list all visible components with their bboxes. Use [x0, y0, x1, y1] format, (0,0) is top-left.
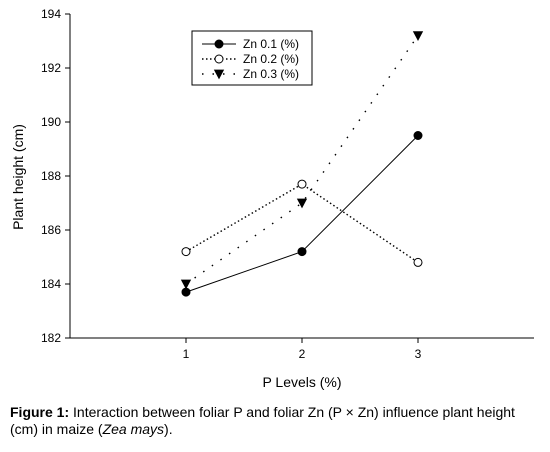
series-3-point: [296, 198, 308, 209]
series-2: [181, 179, 423, 267]
ticks: 182 184 186 188 190 192 194 1 2 3: [41, 7, 422, 361]
series-1-point: [413, 131, 423, 140]
y-tick-label: 192: [41, 61, 61, 75]
legend-label-1: Zn 0.1 (%): [243, 37, 299, 51]
legend-label-3: Zn 0.3 (%): [243, 67, 299, 81]
legend-marker-3: [213, 69, 225, 80]
y-tick-label: 182: [41, 331, 61, 345]
series-2-line: [185, 183, 419, 263]
caption-label: Figure 1:: [10, 404, 70, 420]
series-3: [180, 31, 424, 290]
y-tick-label: 184: [41, 277, 61, 291]
series-1-point: [297, 247, 307, 257]
caption-text-after: ).: [164, 421, 173, 437]
x-tick-label: 3: [415, 347, 422, 361]
y-tick-label: 186: [41, 223, 61, 237]
series-1: [181, 131, 423, 297]
series-2-point: [181, 247, 191, 257]
legend-box: [191, 30, 313, 86]
y-tick-label: 190: [41, 115, 61, 129]
y-tick-label: 194: [41, 7, 61, 21]
x-axis-title: P Levels (%): [262, 374, 341, 390]
x-tick-label: 1: [183, 347, 190, 361]
legend: Zn 0.1 (%)Zn 0.2 (%)Zn 0.3 (%): [191, 30, 313, 86]
series-3-point: [412, 31, 424, 41]
legend-marker-1: [214, 39, 224, 49]
series-layer: [180, 31, 424, 297]
y-tick-label: 188: [41, 169, 61, 183]
caption-text-before: Interaction between foliar P and foliar …: [10, 404, 515, 437]
figure-caption: Figure 1: Interaction between foliar P a…: [10, 404, 540, 438]
legend-marker-2: [214, 54, 224, 64]
legend-label-2: Zn 0.2 (%): [243, 52, 299, 66]
caption-species: Zea mays: [102, 421, 165, 437]
y-axis-title: Plant height (cm): [10, 124, 26, 230]
x-tick-label: 2: [299, 347, 306, 361]
series-3-point: [180, 279, 192, 290]
series-2-point: [297, 179, 307, 189]
series-1-line: [185, 135, 419, 293]
series-2-point: [413, 257, 423, 267]
